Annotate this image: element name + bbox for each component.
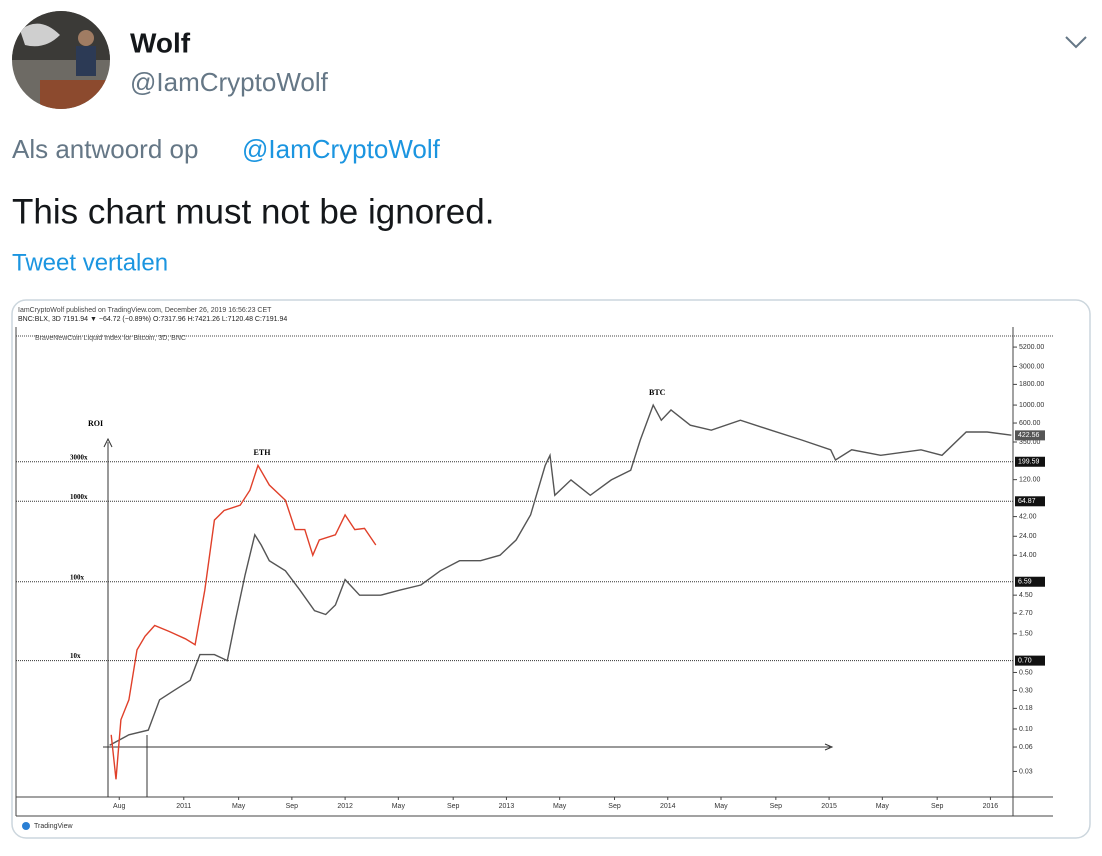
x-tick-label: Sep bbox=[447, 803, 460, 810]
x-tick-label: Aug bbox=[113, 803, 126, 810]
last-price-label: 422.56 bbox=[1018, 432, 1040, 439]
price-tag-label: 199.59 bbox=[1018, 459, 1040, 466]
footer-logo bbox=[22, 822, 30, 830]
y-tick-label: 0.03 bbox=[1019, 768, 1033, 775]
price-tag bbox=[1015, 496, 1045, 507]
roi-label: ROI bbox=[88, 419, 103, 428]
x-tick-label: Sep bbox=[608, 803, 621, 810]
y-tick-label: 0.06 bbox=[1019, 744, 1033, 751]
menu-chevron[interactable] bbox=[1065, 36, 1087, 49]
avatar[interactable] bbox=[10, 10, 112, 112]
x-tick-label: 2013 bbox=[499, 803, 515, 810]
y-tick-label: 0.18 bbox=[1019, 705, 1033, 712]
price-line bbox=[110, 463, 377, 780]
x-tick-label: May bbox=[876, 803, 890, 810]
price-tag-label: 0.70 bbox=[1018, 657, 1032, 664]
chart-title: IamCryptoWolf published on TradingView.c… bbox=[18, 307, 272, 314]
price-tag bbox=[1015, 655, 1045, 666]
y-tick-label: 5200.00 bbox=[1019, 344, 1044, 351]
roi-baseline-arrow bbox=[824, 743, 834, 751]
x-tick-label: 2016 bbox=[983, 803, 999, 810]
legend-text: BraveNewCoin Liquid Index for Bitcoin, 3… bbox=[35, 335, 186, 342]
roi-level-label: 1000x bbox=[70, 493, 88, 501]
y-tick-label: 3000.00 bbox=[1019, 363, 1044, 370]
y-tick-label: 4.50 bbox=[1019, 592, 1033, 599]
x-tick-label: 2012 bbox=[337, 803, 353, 810]
footer-brand: TradingView bbox=[34, 823, 73, 830]
x-tick-label: Sep bbox=[286, 803, 299, 810]
y-tick-label: 0.10 bbox=[1019, 726, 1033, 733]
y-tick-label: 350.00 bbox=[1019, 439, 1041, 446]
reply-to[interactable]: @IamCryptoWolf bbox=[242, 134, 441, 164]
chart-subtitle: BNC:BLX, 3D 7191.94 ▼ −64.72 (−0.89%) O:… bbox=[18, 316, 287, 323]
series-label: ETH bbox=[254, 448, 272, 457]
price-tag bbox=[1015, 456, 1045, 467]
tweet-text: This chart must not be ignored. bbox=[12, 192, 494, 231]
x-tick-label: 2015 bbox=[821, 803, 837, 810]
y-tick-label: 1.50 bbox=[1019, 631, 1033, 638]
series-label: BTC bbox=[649, 388, 666, 397]
x-tick-label: 2014 bbox=[660, 803, 676, 810]
roi-level-label: 100x bbox=[70, 573, 85, 581]
price-tag-label: 64.87 bbox=[1018, 498, 1036, 505]
x-tick-label: 2011 bbox=[176, 803, 191, 810]
x-tick-label: May bbox=[232, 803, 246, 810]
media-card[interactable] bbox=[11, 299, 1091, 839]
y-tick-label: 1800.00 bbox=[1019, 381, 1044, 388]
x-tick-label: Sep bbox=[770, 803, 783, 810]
chart: IamCryptoWolf published on TradingView.c… bbox=[15, 307, 1053, 830]
y-tick-label: 0.30 bbox=[1019, 687, 1033, 694]
x-tick-label: May bbox=[553, 803, 567, 810]
x-tick-label: May bbox=[392, 803, 406, 810]
price-tag bbox=[1015, 576, 1045, 587]
roi-arrow bbox=[103, 437, 113, 448]
reply-prefix: Als antwoord op bbox=[12, 134, 198, 164]
price-line bbox=[109, 403, 1012, 746]
roi-level-label: 3000x bbox=[70, 453, 88, 461]
roi-level-label: 10x bbox=[70, 652, 81, 660]
y-tick-label: 0.50 bbox=[1019, 669, 1033, 676]
y-tick-label: 24.00 bbox=[1019, 533, 1037, 540]
handle[interactable]: @IamCryptoWolf bbox=[130, 67, 329, 97]
y-tick-label: 42.00 bbox=[1019, 513, 1037, 520]
x-tick-label: May bbox=[714, 803, 728, 810]
translate-link[interactable]: Tweet vertalen bbox=[12, 249, 168, 276]
y-tick-label: 600.00 bbox=[1019, 420, 1041, 427]
y-tick-label: 2.70 bbox=[1019, 610, 1033, 617]
y-tick-label: 120.00 bbox=[1019, 476, 1041, 483]
y-tick-label: 14.00 bbox=[1019, 552, 1037, 559]
y-tick-label: 1000.00 bbox=[1019, 402, 1044, 409]
price-tag-label: 6.59 bbox=[1018, 579, 1032, 586]
display-name[interactable]: Wolf bbox=[130, 27, 191, 58]
last-price-tag bbox=[1015, 430, 1045, 441]
x-tick-label: Sep bbox=[931, 803, 944, 810]
